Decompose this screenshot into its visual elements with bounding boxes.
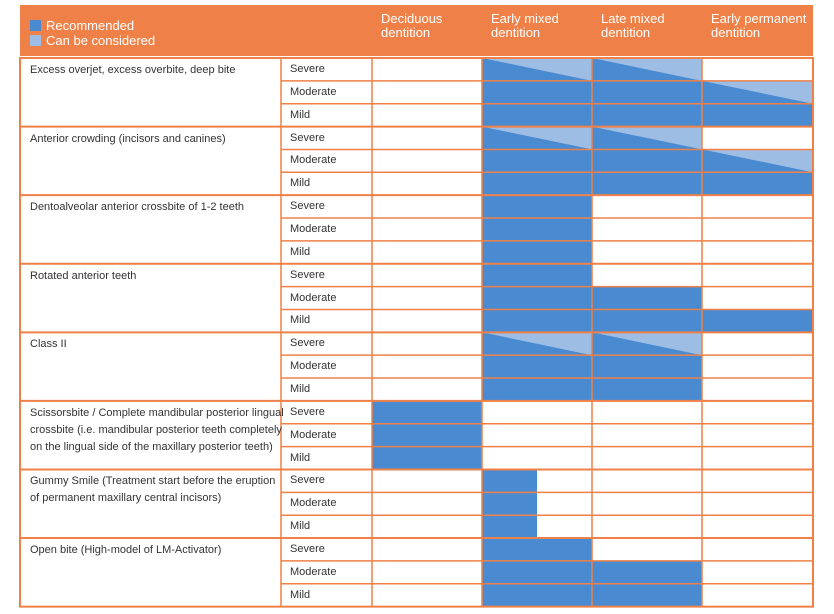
condition-label-line: Gummy Smile (Treatment start before the … [30,475,276,488]
recommended-cell [482,286,592,310]
recommended-wedge [482,126,592,150]
condition-label: Gummy Smile (Treatment start before the … [30,473,275,507]
severity-label: Moderate [290,497,337,510]
severity-label: Severe [290,405,325,418]
condition-label: Anterior crowding (incisors and canines) [30,131,226,148]
recommended-cell [482,103,592,127]
recommended-cell [482,538,592,561]
recommended-cell [482,469,537,493]
severity-label: Severe [290,131,325,144]
recommended-cell [482,80,592,104]
condition-label: Open bite (High-model of LM-Activator) [30,542,221,559]
recommended-wedge [592,332,702,356]
severity-label: Severe [290,63,325,75]
recommended-cell [482,355,592,379]
condition-label-line: of permanent maxillary central incisors) [30,492,222,505]
severity-label: Moderate [290,291,337,304]
severity-label: Mild [290,451,311,464]
recommended-cell [482,515,537,539]
condition-label-line: crossbite (i.e. mandibular posterior tee… [30,423,282,436]
severity-label: Moderate [290,360,337,373]
severity-label: Mild [290,383,311,396]
recommended-cell [482,378,592,401]
recommended-wedge [482,332,592,356]
recommended-wedge [592,58,702,81]
recommended-cell [592,286,702,310]
recommended-wedge [702,80,813,104]
severity-label: Mild [290,108,311,121]
severity-label: Mild [290,588,311,601]
recommended-cell [592,355,702,379]
recommended-cell [482,309,592,333]
considered-swatch [30,35,41,46]
column-header-early-mixed: Early mixed dentition [491,11,559,40]
condition-label-line: on the lingual side of the maxillary pos… [30,440,273,453]
recommended-cell [482,172,592,196]
condition-label: Scissorsbite / Complete mandibular poste… [30,405,284,456]
recommended-cell [372,446,482,470]
condition-label-line: Excess overjet, excess overbite, deep bi… [30,64,236,76]
recommended-cell [592,309,702,333]
condition-label-line: Scissorsbite / Complete mandibular poste… [30,406,284,419]
column-header-early-permanent: Early permanent dentition [711,11,807,40]
legend-recommended: Recommended [30,18,134,33]
severity-label: Severe [290,543,325,556]
condition-label: Excess overjet, excess overbite, deep bi… [30,62,235,79]
severity-label: Moderate [290,565,337,578]
severity-label: Severe [290,337,325,350]
recommended-cell [592,149,702,173]
recommended-cell [482,240,592,264]
recommended-cell [592,378,702,401]
severity-label: Mild [290,245,311,258]
recommended-swatch [30,20,41,31]
condition-label-line: Anterior crowding (incisors and canines) [30,132,226,145]
severity-label: Moderate [290,428,337,441]
recommended-cell [592,80,702,104]
condition-label-line: Dentoalveolar anterior crossbite of 1-2 … [30,201,245,214]
column-header-late-mixed: Late mixed dentition [601,11,665,40]
recommended-cell [482,583,592,607]
table-header [20,5,813,56]
recommended-cell [482,149,592,173]
condition-label-line: Class II [30,338,67,351]
legend-recommended-label: Recommended [46,18,135,33]
severity-label: Mild [290,520,311,533]
severity-label: Moderate [290,223,337,236]
severity-label: Severe [290,268,325,281]
condition-label: Class II [30,336,67,353]
recommended-cell [482,263,592,287]
recommended-wedge [702,149,813,173]
recommended-cell [372,400,482,424]
recommended-cell [592,103,702,127]
recommended-wedge [482,58,592,81]
recommended-wedge [592,126,702,150]
recommended-cell [592,583,702,607]
recommended-cell [702,103,813,127]
condition-label-line: Open bite (High-model of LM-Activator) [30,544,222,557]
severity-label: Severe [290,200,325,213]
recommended-cell [592,172,702,196]
recommended-cell [592,560,702,584]
recommended-cell [482,218,592,241]
condition-label: Rotated anterior teeth [30,268,136,285]
recommended-cell [482,195,592,219]
severity-label: Moderate [290,85,337,98]
recommended-cell [482,560,592,584]
column-header-deciduous: Deciduous dentition [381,11,443,40]
severity-label: Mild [290,177,311,190]
condition-label-line: Rotated anterior teeth [30,269,137,282]
recommended-cell [702,309,813,333]
condition-label: Dentoalveolar anterior crossbite of 1-2 … [30,199,244,216]
recommended-cell [702,172,813,196]
legend-considered: Can be considered [30,33,155,48]
severity-label: Moderate [290,154,337,167]
recommended-cell [372,423,482,447]
legend-considered-label: Can be considered [46,33,156,48]
recommended-cell [482,492,537,516]
severity-label: Severe [290,474,325,487]
severity-label: Mild [290,314,311,327]
